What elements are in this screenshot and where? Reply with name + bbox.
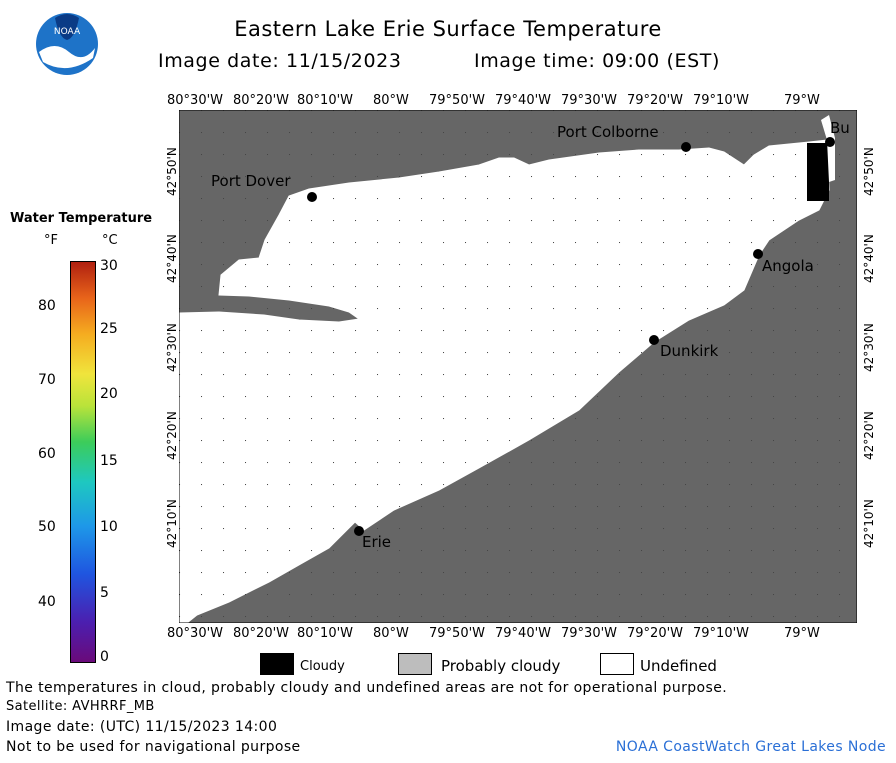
- legend-cloudy-swatch: [260, 653, 294, 675]
- colorbar-title: Water Temperature: [10, 211, 153, 226]
- lon-label-top: 80°10'W: [297, 93, 354, 108]
- c-tick: 30: [100, 258, 118, 274]
- place-label-angola: Angola: [762, 257, 814, 275]
- lat-label-right: 42°20'N: [862, 411, 876, 460]
- lon-label-bottom: 80°30'W: [167, 626, 224, 641]
- lon-label-top: 79°20'W: [627, 93, 684, 108]
- lat-label-right: 42°40'N: [862, 234, 876, 283]
- lon-label-bottom: 80°20'W: [233, 626, 290, 641]
- footer-satellite: Satellite: AVHRRF_MB: [6, 699, 155, 714]
- c-tick: 15: [100, 453, 118, 469]
- image-date: Image date: 11/15/2023: [158, 50, 402, 72]
- place-label-buffalo: Bu: [830, 119, 850, 137]
- lat-label-right: 42°10'N: [862, 499, 876, 548]
- lon-label-top: 79°10'W: [693, 93, 750, 108]
- legend-cloudy-label: Cloudy: [300, 659, 345, 674]
- lon-label-top: 79°40'W: [495, 93, 552, 108]
- angola-marker: [753, 249, 763, 259]
- dunkirk-marker: [649, 335, 659, 345]
- c-tick: 20: [100, 386, 118, 402]
- place-label-port-colborne: Port Colborne: [557, 123, 659, 141]
- unit-fahrenheit: °F: [44, 233, 58, 248]
- lake-erie-map: [179, 110, 857, 623]
- lat-label-left: 42°50'N: [165, 147, 179, 196]
- temperature-colorbar: [70, 261, 96, 663]
- map-title: Eastern Lake Erie Surface Temperature: [234, 17, 662, 41]
- f-tick: 60: [38, 446, 56, 462]
- footer-utc-date: Image date: (UTC) 11/15/2023 14:00: [6, 719, 278, 735]
- niagara-undefined: [821, 115, 835, 182]
- lon-label-bottom: 79°10'W: [693, 626, 750, 641]
- lon-label-top: 80°30'W: [167, 93, 224, 108]
- image-time: Image time: 09:00 (EST): [474, 50, 721, 72]
- legend-undefined-label: Undefined: [640, 657, 717, 675]
- lon-label-top: 80°20'W: [233, 93, 290, 108]
- lat-label-left: 42°30'N: [165, 323, 179, 372]
- lon-label-bottom: 80°W: [373, 626, 409, 641]
- place-label-erie: Erie: [362, 533, 392, 551]
- c-tick: 5: [100, 585, 109, 601]
- lon-label-bottom: 79°20'W: [627, 626, 684, 641]
- unit-celsius: °C: [102, 233, 118, 248]
- f-tick: 50: [38, 519, 56, 535]
- graticule-grid: [179, 110, 857, 623]
- cloud-patch: [807, 143, 829, 201]
- f-tick: 70: [38, 372, 56, 388]
- noaa-logo: NOAA: [35, 12, 99, 76]
- footer-note: The temperatures in cloud, probably clou…: [6, 680, 728, 696]
- lon-label-bottom: 80°10'W: [297, 626, 354, 641]
- svg-text:NOAA: NOAA: [54, 27, 81, 37]
- place-label-port-dover: Port Dover: [211, 172, 291, 190]
- lat-label-right: 42°50'N: [862, 147, 876, 196]
- place-label-dunkirk: Dunkirk: [660, 342, 719, 360]
- lon-label-bottom: 79°40'W: [495, 626, 552, 641]
- c-tick: 0: [100, 649, 109, 665]
- lat-label-right: 42°30'N: [862, 323, 876, 372]
- footer-credit: NOAA CoastWatch Great Lakes Node: [615, 739, 886, 755]
- lat-label-left: 42°10'N: [165, 499, 179, 548]
- lon-label-top: 79°W: [784, 93, 820, 108]
- c-tick: 25: [100, 321, 118, 337]
- lon-label-top: 80°W: [373, 93, 409, 108]
- port-colborne-marker: [681, 142, 691, 152]
- f-tick: 40: [38, 594, 56, 610]
- lon-label-bottom: 79°30'W: [561, 626, 618, 641]
- legend-probably-cloudy-label: Probably cloudy: [441, 657, 561, 675]
- lon-label-bottom: 79°W: [784, 626, 820, 641]
- port-dover-marker: [307, 192, 317, 202]
- lon-label-bottom: 79°50'W: [429, 626, 486, 641]
- c-tick: 10: [100, 519, 118, 535]
- buffalo-marker: [825, 137, 835, 147]
- legend-undefined-swatch: [600, 653, 634, 675]
- erie-marker: [354, 526, 364, 536]
- lon-label-top: 79°30'W: [561, 93, 618, 108]
- f-tick: 80: [38, 298, 56, 314]
- lat-label-left: 42°20'N: [165, 411, 179, 460]
- legend-probably-cloudy-swatch: [398, 653, 432, 675]
- lat-label-left: 42°40'N: [165, 234, 179, 283]
- lon-label-top: 79°50'W: [429, 93, 486, 108]
- footer-nav-warning: Not to be used for navigational purpose: [6, 739, 301, 755]
